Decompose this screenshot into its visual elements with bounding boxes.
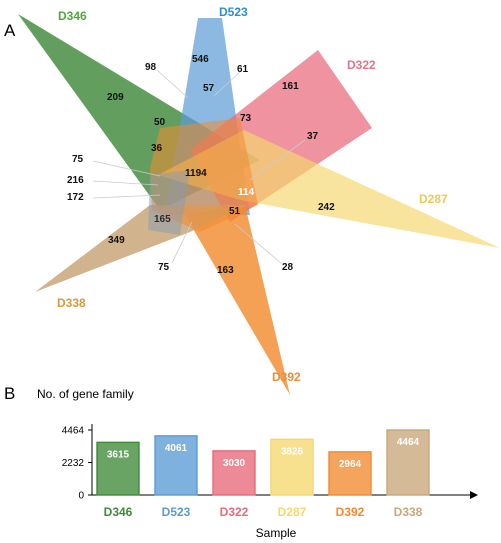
set-label-d287: D287 xyxy=(419,192,448,206)
overlap-region xyxy=(148,170,190,235)
petal-d392 xyxy=(185,205,290,395)
bar-value-label: 3615 xyxy=(107,449,130,460)
bar-layer: 0 2232 4464 3615 D346 4061 D523 3030 D322 3826 D28… xyxy=(62,424,478,519)
category-label: D322 xyxy=(220,505,249,519)
count-core: 1194 xyxy=(185,168,207,179)
count-intersection: 114 xyxy=(238,187,255,198)
panel-letter-a: A xyxy=(4,21,16,40)
x-axis-title: Sample xyxy=(256,526,297,540)
bar xyxy=(386,429,430,496)
count-unique-d392: 163 xyxy=(217,265,234,276)
y-tick-label: 0 xyxy=(78,491,84,502)
category-label: D287 xyxy=(278,505,307,519)
bar xyxy=(212,450,256,496)
count-unique-d322: 161 xyxy=(282,81,299,92)
count-intersection: 75 xyxy=(158,262,170,273)
count-intersection: 36 xyxy=(151,143,163,154)
leader-lines xyxy=(92,69,306,265)
count-unique-d346: 209 xyxy=(107,92,124,103)
count-intersection: 57 xyxy=(203,83,215,94)
y-axis-title: No. of gene family xyxy=(37,387,134,401)
panel-letter-b: B xyxy=(4,384,15,403)
bar-chart: B No. of gene family Sample 0 2232 4464 361… xyxy=(4,384,478,540)
y-tick-label: 4464 xyxy=(62,426,85,437)
bar xyxy=(96,441,140,496)
y-tick-label: 2232 xyxy=(62,458,85,469)
count-intersection: 28 xyxy=(282,262,294,273)
category-label: D346 xyxy=(104,505,133,519)
count-intersection: 75 xyxy=(72,154,84,165)
bar-value-label: 4464 xyxy=(397,437,420,448)
bar xyxy=(270,438,314,496)
count-intersection: 73 xyxy=(240,113,252,124)
bar xyxy=(328,451,372,496)
venn-diagram: A D346 D523 D322 D287 D392 D338 209 54 xyxy=(4,5,500,395)
category-label: D392 xyxy=(336,505,365,519)
set-label-d392: D392 xyxy=(272,370,301,384)
x-axis-arrow xyxy=(470,491,478,499)
count-intersection: 216 xyxy=(67,175,84,186)
category-label: D523 xyxy=(162,505,191,519)
count-unique-d287: 242 xyxy=(318,202,335,213)
bar-value-label: 3826 xyxy=(281,446,304,457)
set-label-d338: D338 xyxy=(57,296,86,310)
category-label: D338 xyxy=(394,505,423,519)
bar-value-label: 2964 xyxy=(339,459,362,470)
count-intersection: 37 xyxy=(307,131,319,142)
count-unique-d338: 349 xyxy=(108,235,125,246)
count-intersection: 172 xyxy=(67,192,84,203)
count-intersection: 98 xyxy=(145,62,157,73)
count-intersection: 165 xyxy=(154,214,171,225)
count-intersection: 50 xyxy=(154,117,166,128)
set-label-d322: D322 xyxy=(347,58,376,72)
bar xyxy=(154,435,198,496)
count-intersection: 51 xyxy=(229,206,241,217)
set-label-d346: D346 xyxy=(58,9,87,23)
bar-value-label: 3030 xyxy=(223,458,246,469)
set-label-d523: D523 xyxy=(219,5,248,19)
count-unique-d523: 546 xyxy=(192,54,209,65)
count-intersection: 61 xyxy=(237,64,249,75)
bar-value-label: 4061 xyxy=(165,443,188,454)
